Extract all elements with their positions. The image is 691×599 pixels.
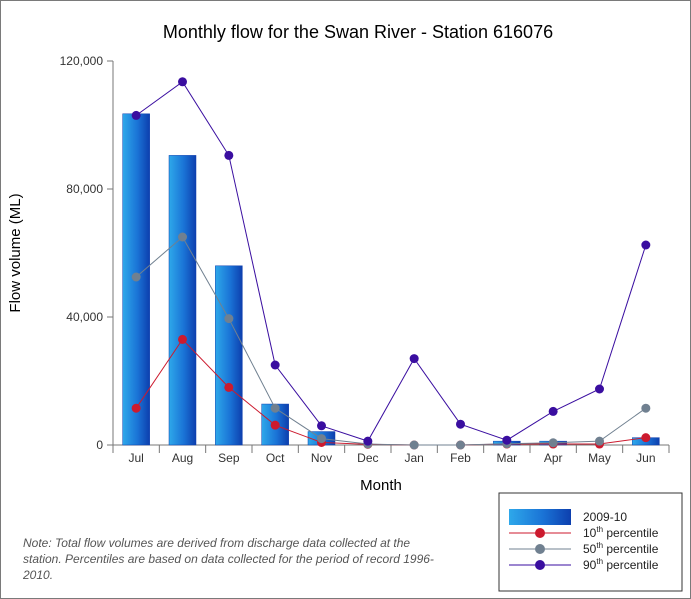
data-point [317, 421, 326, 431]
data-point [456, 440, 465, 450]
x-tick-label: Jan [404, 451, 423, 465]
legend-swatch-marker [535, 544, 545, 554]
data-point [641, 240, 651, 250]
data-point [409, 354, 419, 364]
data-point [548, 438, 558, 448]
legend-swatch-bar [509, 509, 571, 525]
data-point [131, 110, 141, 120]
plot-area: 0 40,000 80,000 120,000 Jul Aug Sep Oct Nov Dec Ja… [60, 54, 670, 465]
data-point [595, 436, 604, 446]
legend-label: 2009-10 [583, 510, 627, 524]
x-tick-label: May [588, 451, 611, 465]
data-point [178, 77, 187, 87]
x-tick-label: Jun [636, 451, 655, 465]
x-tick-label: Dec [357, 451, 378, 465]
footnote: Note: Total flow volumes are derived fro… [23, 536, 434, 582]
data-point [595, 384, 604, 394]
y-tick-label: 120,000 [60, 54, 104, 68]
data-point [178, 232, 187, 242]
data-point [224, 382, 234, 392]
data-point [131, 272, 141, 282]
data-point [409, 440, 419, 450]
y-tick-label: 0 [96, 438, 103, 452]
x-tick-label: Sep [218, 451, 240, 465]
x-tick-label: Feb [450, 451, 471, 465]
data-point [502, 435, 512, 445]
data-point [270, 403, 280, 413]
data-point [317, 434, 326, 444]
series-line [135, 236, 647, 446]
y-tick-label: 80,000 [66, 182, 103, 196]
series-line [135, 81, 647, 442]
data-point [363, 436, 373, 446]
legend-label: 10th percentile [583, 525, 659, 540]
x-axis-label: Month [360, 477, 402, 494]
data-point [641, 403, 651, 413]
data-point [178, 334, 187, 344]
y-tick-label: 40,000 [66, 310, 103, 324]
x-tick-label: Oct [266, 451, 285, 465]
legend-swatch-marker [535, 528, 545, 538]
data-point [131, 403, 141, 413]
y-axis-label: Flow volume (ML) [7, 193, 24, 312]
x-tick-label: Aug [172, 451, 193, 465]
data-point [456, 419, 465, 429]
data-point [270, 420, 280, 430]
x-tick-label: Nov [311, 451, 332, 465]
data-point [641, 433, 651, 443]
bar [168, 155, 197, 446]
data-point [224, 150, 234, 160]
x-tick-label: Jul [128, 451, 143, 465]
data-point [270, 360, 280, 370]
legend-label: 90th percentile [583, 557, 659, 572]
legend-swatch-marker [535, 560, 545, 570]
x-tick-label: Mar [496, 451, 517, 465]
series-line [135, 338, 646, 446]
chart-title: Monthly flow for the Swan River - Statio… [163, 22, 553, 42]
data-point [224, 314, 234, 324]
data-point [548, 406, 558, 416]
legend-label: 50th percentile [583, 541, 659, 556]
bar [215, 265, 243, 446]
x-tick-label: Apr [544, 451, 563, 465]
